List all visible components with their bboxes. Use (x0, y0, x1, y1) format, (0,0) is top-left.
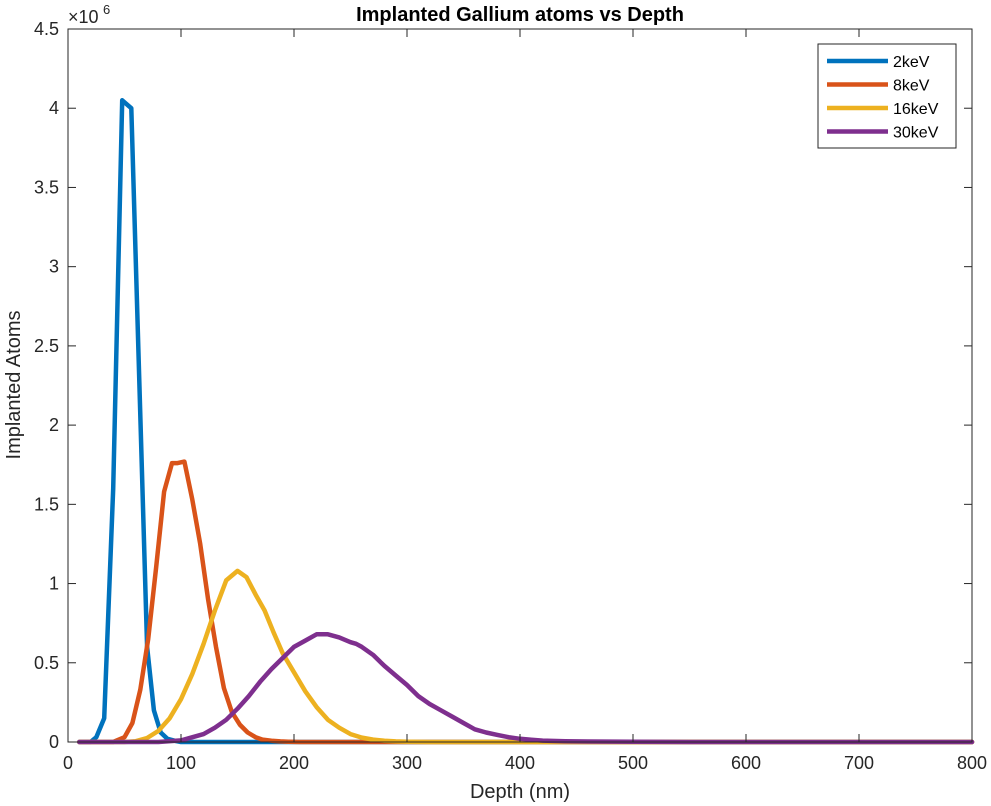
y-axis-label: Implanted Atoms (3, 311, 25, 460)
x-tick-label: 700 (844, 753, 874, 773)
x-tick-label: 400 (505, 753, 535, 773)
x-tick-label: 500 (618, 753, 648, 773)
y-tick-label: 3.5 (34, 177, 59, 197)
y-exponent-power: 6 (103, 2, 110, 17)
legend-label-8keV: 8keV (893, 78, 930, 95)
x-tick-label: 100 (166, 753, 196, 773)
x-tick-label: 0 (63, 753, 73, 773)
y-tick-label: 2.5 (34, 336, 59, 356)
y-tick-label: 0.5 (34, 653, 59, 673)
y-tick-label: 4.5 (34, 19, 59, 39)
y-tick-label: 1 (49, 574, 59, 594)
chart-title: Implanted Gallium atoms vs Depth (356, 4, 684, 26)
x-tick-label: 200 (279, 753, 309, 773)
y-exponent-base: ×10 (68, 7, 99, 27)
y-tick-label: 3 (49, 257, 59, 277)
y-exponent-label: ×10 6 (68, 2, 110, 27)
legend-label-2keV: 2keV (893, 54, 930, 71)
x-axis-label: Depth (nm) (470, 781, 570, 803)
legend: 2keV 8keV 16keV 30keV (817, 43, 957, 149)
legend-label-16keV: 16keV (893, 101, 939, 118)
series-line-30keV (77, 632, 975, 745)
y-tick-label: 0 (49, 732, 59, 752)
y-tick-label: 4 (49, 98, 59, 118)
axes: 0 100 200 300 400 500 600 700 800 0 0.5 1 1.5 2 2.5 3 3.… (34, 19, 987, 773)
x-tick-label: 800 (957, 753, 987, 773)
x-tick-label: 600 (731, 753, 761, 773)
y-tick-label: 2 (49, 415, 59, 435)
x-tick-label: 300 (392, 753, 422, 773)
legend-label-30keV: 30keV (893, 125, 939, 142)
y-tick-label: 1.5 (34, 494, 59, 514)
